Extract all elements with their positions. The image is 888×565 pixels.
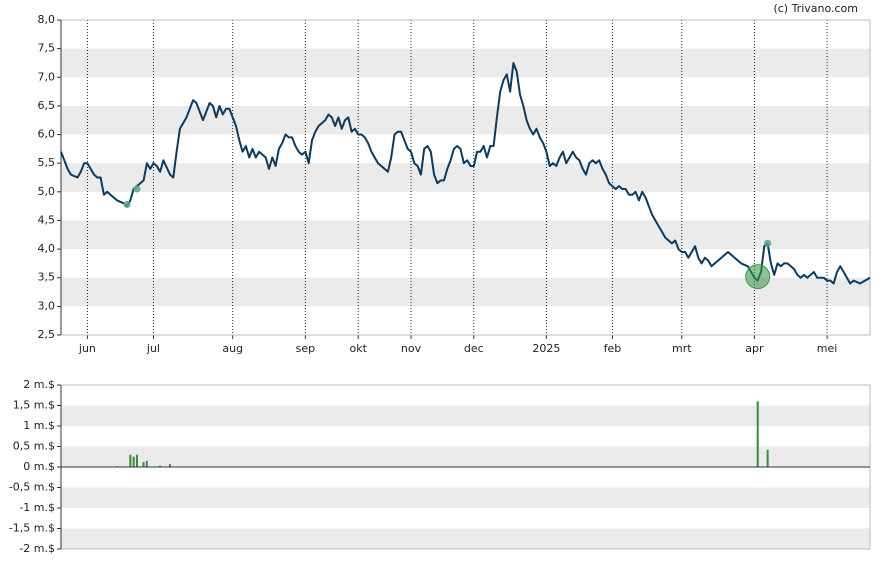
grid-band xyxy=(61,105,870,135)
credit: (c) Trivano.com xyxy=(773,2,858,15)
y-tick-label: 2,5 xyxy=(38,328,56,341)
y-tick-label: 1,5 m.$ xyxy=(13,399,55,412)
grid-band xyxy=(61,528,870,549)
y-tick-label: 4,0 xyxy=(38,242,56,255)
y-tick-label: 7,5 xyxy=(38,42,56,55)
grid-band xyxy=(61,220,870,250)
y-tick-label: 1 m.$ xyxy=(23,419,55,432)
event-marker xyxy=(745,264,771,290)
y-tick-label: -1,5 m.$ xyxy=(9,522,55,535)
x-tick-label: apr xyxy=(745,342,764,355)
x-tick-label: jun xyxy=(78,342,96,355)
grid-band xyxy=(61,163,870,192)
x-tick-label: jul xyxy=(146,342,160,355)
y-tick-label: 7,0 xyxy=(38,70,56,83)
y-tick-label: -0,5 m.$ xyxy=(9,481,55,494)
event-marker xyxy=(764,239,772,247)
x-tick-label: mrt xyxy=(672,342,692,355)
x-tick-label: 2025 xyxy=(532,342,560,355)
grid-band xyxy=(61,446,870,467)
volume-bar xyxy=(145,460,148,467)
y-tick-label: -2 m.$ xyxy=(19,542,55,555)
grid-band xyxy=(61,48,870,78)
x-tick-label: nov xyxy=(401,342,422,355)
volume-bar xyxy=(168,464,171,467)
y-tick-label: 0 m.$ xyxy=(23,460,55,473)
y-tick-label: 2 m.$ xyxy=(23,378,55,391)
y-tick-label: 6,0 xyxy=(38,128,56,141)
y-tick-label: 4,5 xyxy=(38,213,56,226)
x-tick-label: mei xyxy=(817,342,838,355)
event-marker xyxy=(123,200,131,208)
y-tick-label: -1 m.$ xyxy=(19,501,55,514)
price-line xyxy=(60,62,871,285)
volume-bar xyxy=(135,454,138,467)
x-tick-label: okt xyxy=(349,342,367,355)
volume-bar xyxy=(766,449,769,467)
x-tick-label: dec xyxy=(464,342,484,355)
y-tick-label: 3,0 xyxy=(38,299,56,312)
volume-bar xyxy=(132,456,135,467)
volume-bar xyxy=(756,401,759,467)
x-tick-label: feb xyxy=(604,342,622,355)
y-tick-label: 6,5 xyxy=(38,99,56,112)
event-marker xyxy=(133,185,141,193)
y-tick-label: 3,5 xyxy=(38,271,56,284)
volume-bar xyxy=(159,465,162,467)
volume-bar xyxy=(142,462,145,467)
grid-band xyxy=(61,277,870,307)
x-tick-label: sep xyxy=(296,342,315,355)
grid-band xyxy=(61,405,870,426)
grid-band xyxy=(61,487,870,508)
y-tick-label: 0,5 m.$ xyxy=(13,440,55,453)
x-tick-label: aug xyxy=(222,342,243,355)
y-tick-label: 5,0 xyxy=(38,185,56,198)
y-tick-label: 8,0 xyxy=(38,13,56,26)
y-tick-label: 5,5 xyxy=(38,156,56,169)
volume-bar xyxy=(129,454,132,467)
